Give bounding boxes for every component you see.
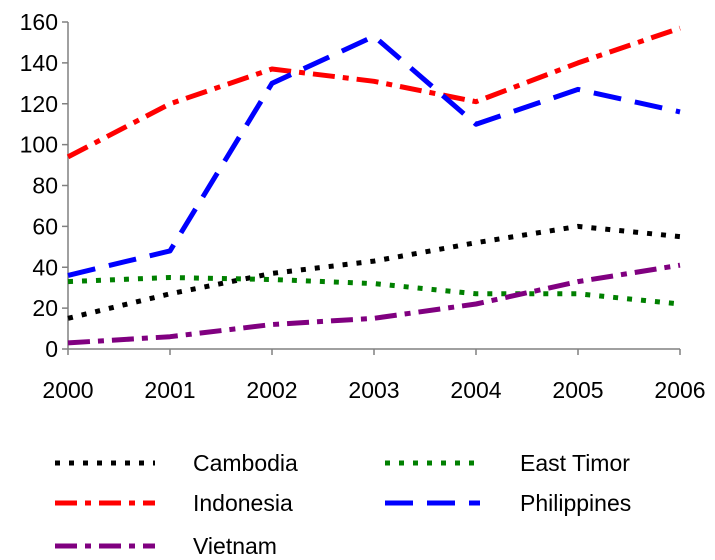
y-tick-label: 0	[45, 336, 58, 362]
x-tick-label: 2004	[450, 377, 501, 403]
legend-label-east-timor: East Timor	[520, 450, 630, 476]
series-line-east-timor	[67, 275, 681, 307]
y-tick-label: 60	[32, 213, 58, 239]
x-tick-label: 2002	[246, 377, 297, 403]
legend: Cambodia East Timor Indonesia Philippines Vi…	[55, 450, 631, 559]
legend-label-vietnam: Vietnam	[193, 533, 277, 559]
legend-label-indonesia: Indonesia	[193, 490, 293, 516]
chart-axes	[62, 21, 681, 355]
tick-labels: 0 20 40 60 80 100 120 140 160 2000 2001 2002 2003 200…	[20, 9, 706, 403]
series-line-vietnam	[67, 262, 681, 346]
y-tick-label: 140	[20, 50, 58, 76]
y-tick-label: 20	[32, 295, 58, 321]
series-lines	[66, 25, 681, 346]
y-tick-label: 40	[32, 254, 58, 280]
legend-label-philippines: Philippines	[520, 490, 631, 516]
series-line-indonesia	[66, 25, 681, 160]
x-tick-label: 2006	[654, 377, 705, 403]
x-tick-label: 2005	[552, 377, 603, 403]
y-tick-label: 120	[20, 91, 58, 117]
y-tick-label: 100	[20, 132, 58, 158]
x-tick-label: 2001	[144, 377, 195, 403]
legend-label-cambodia: Cambodia	[193, 450, 298, 476]
y-tick-label: 160	[20, 9, 58, 35]
x-tick-label: 2003	[348, 377, 399, 403]
x-tick-label: 2000	[42, 377, 93, 403]
y-tick-label: 80	[32, 173, 58, 199]
series-line-philippines	[67, 33, 681, 278]
series-line-cambodia	[67, 223, 681, 321]
